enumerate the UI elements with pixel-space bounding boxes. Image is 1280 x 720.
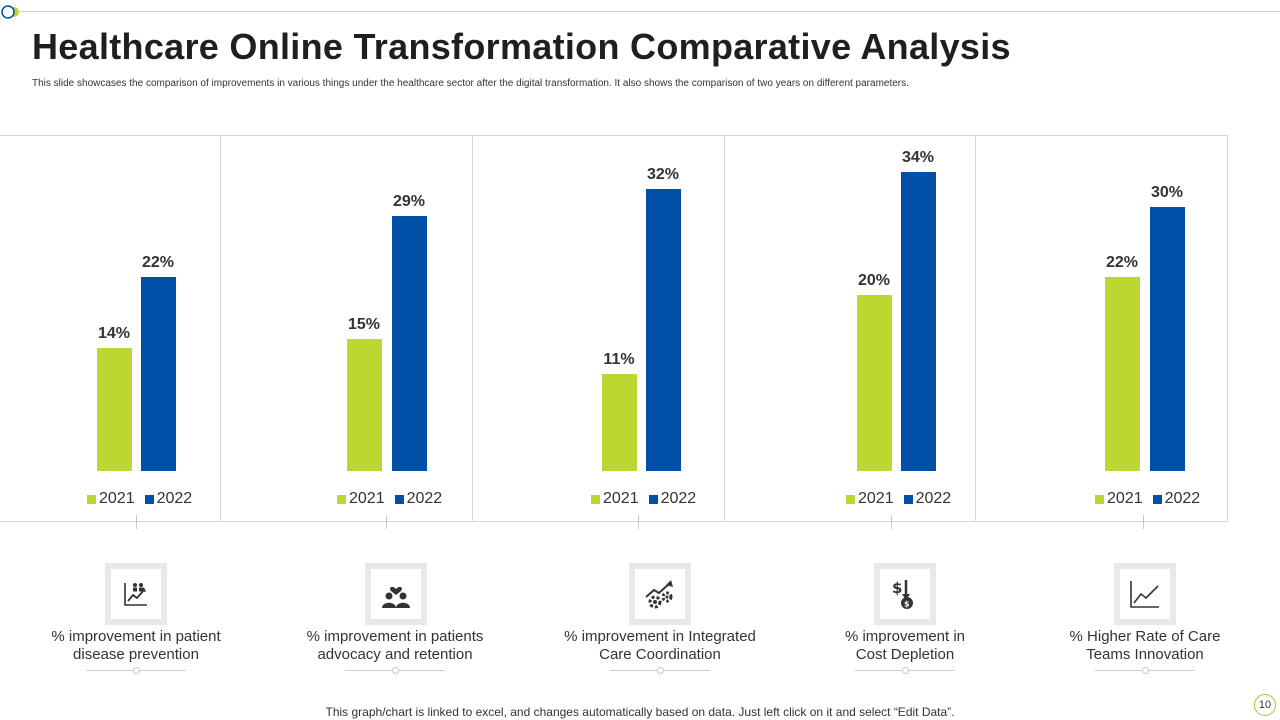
legend-label-2021: 2021 [858,490,894,507]
bar-2022-group-4 [901,172,936,471]
chart-panel-5 [976,135,1228,529]
bar-2022-group-1 [141,277,176,471]
parameter-caption-3: % improvement in Integrated Care Coordin… [545,628,775,664]
svg-text:$: $ [904,600,910,609]
gears-growth-icon [645,580,673,609]
chart-panel-3 [473,135,725,529]
value-label-2021-group-1: 14% [97,325,131,342]
legend-label-2021: 2021 [1107,490,1143,507]
legend-swatch-2021 [591,494,600,504]
logo-circles-icon [1,5,19,19]
page-title: Healthcare Online Transformation Compara… [32,26,1011,67]
value-label-2021-group-2: 15% [347,316,381,333]
icon-box-1 [105,563,167,625]
legend-swatch-2022 [1152,494,1162,504]
value-label-2021-group-4: 20% [857,272,891,289]
icon-box-4: $ $ [874,563,936,625]
caption-line-2: Cost Depletion [855,646,955,663]
legend-swatch-2021 [87,494,96,504]
legend-label-2021: 2021 [349,490,385,507]
legend-label-2022: 2022 [660,490,697,507]
chart-panel-1 [0,135,221,529]
legend-swatch-2021 [1095,494,1104,504]
value-label-2022-group-2: 29% [392,193,426,210]
chart-panel-2 [221,135,473,529]
legend-label-2022: 2022 [1164,490,1201,507]
legend-2: 2021 2022 [337,490,452,508]
caption-line-1: % Higher Rate of Care [1069,628,1221,645]
caption-line-1: % improvement in patient [51,628,221,645]
icon-box-2 [365,563,427,625]
value-label-2021-group-3: 11% [603,351,635,368]
caption-line-2: advocacy and retention [317,646,473,663]
svg-text:$: $ [892,579,902,597]
legend-label-2022: 2022 [406,490,443,507]
value-label-2022-group-4: 34% [901,149,935,166]
value-label-2021-group-5: 22% [1105,254,1139,271]
legend-swatch-2021 [337,494,346,504]
bar-2022-group-3 [646,189,681,471]
legend-label-2022: 2022 [915,490,952,507]
dollar-down-icon: $ $ [892,579,913,609]
value-label-2022-group-5: 30% [1150,184,1184,201]
parameter-caption-1: % improvement in patient disease prevent… [21,628,251,664]
heart-people-icon [382,586,410,608]
bar-2021-group-2 [347,339,382,471]
legend-label-2022: 2022 [156,490,193,507]
caption-line-1: % improvement in patients [306,628,484,645]
caption-divider-dot [657,667,664,674]
caption-divider-dot [133,667,140,674]
footer-note: This graph/chart is linked to excel, and… [325,705,955,719]
bar-2022-group-5 [1150,207,1185,471]
legend-3: 2021 2022 [591,490,706,508]
caption-line-2: Teams Innovation [1086,646,1204,663]
parameter-caption-4: % improvement in Cost Depletion [790,628,1020,664]
bar-2021-group-4 [857,295,892,471]
caption-line-2: Care Coordination [599,646,721,663]
caption-line-2: disease prevention [73,646,199,663]
caption-line-1: % improvement in Integrated [564,628,756,645]
page-subtitle: This slide showcases the comparison of i… [32,78,909,89]
legend-1: 2021 2022 [87,490,202,508]
legend-4: 2021 2022 [846,490,961,508]
bar-2021-group-1 [97,348,132,471]
top-divider [12,11,1280,12]
icon-box-5 [1114,563,1176,625]
bar-2022-group-2 [392,216,427,471]
caption-divider-dot [902,667,909,674]
parameter-caption-2: % improvement in patients advocacy and r… [280,628,510,664]
legend-swatch-2022 [648,494,658,504]
caption-divider-dot [392,667,399,674]
legend-swatch-2021 [846,494,855,504]
line-chart-icon [1130,581,1159,608]
legend-swatch-2022 [144,494,154,504]
caption-divider-dot [1142,667,1149,674]
value-label-2022-group-1: 22% [141,254,175,271]
parameter-caption-5: % Higher Rate of Care Teams Innovation [1030,628,1260,664]
legend-label-2021: 2021 [99,490,135,507]
legend-label-2021: 2021 [603,490,639,507]
value-label-2022-group-3: 32% [646,166,680,183]
chart-people-icon [124,583,147,606]
bar-2021-group-5 [1105,277,1140,471]
caption-line-1: % improvement in [844,628,966,645]
icon-box-3 [629,563,691,625]
chart-panel-4 [725,135,976,529]
bar-2021-group-3 [602,374,637,471]
legend-swatch-2022 [394,494,404,504]
legend-5: 2021 2022 [1095,490,1210,508]
legend-swatch-2022 [903,494,913,504]
page-number: 10 [1254,694,1276,716]
